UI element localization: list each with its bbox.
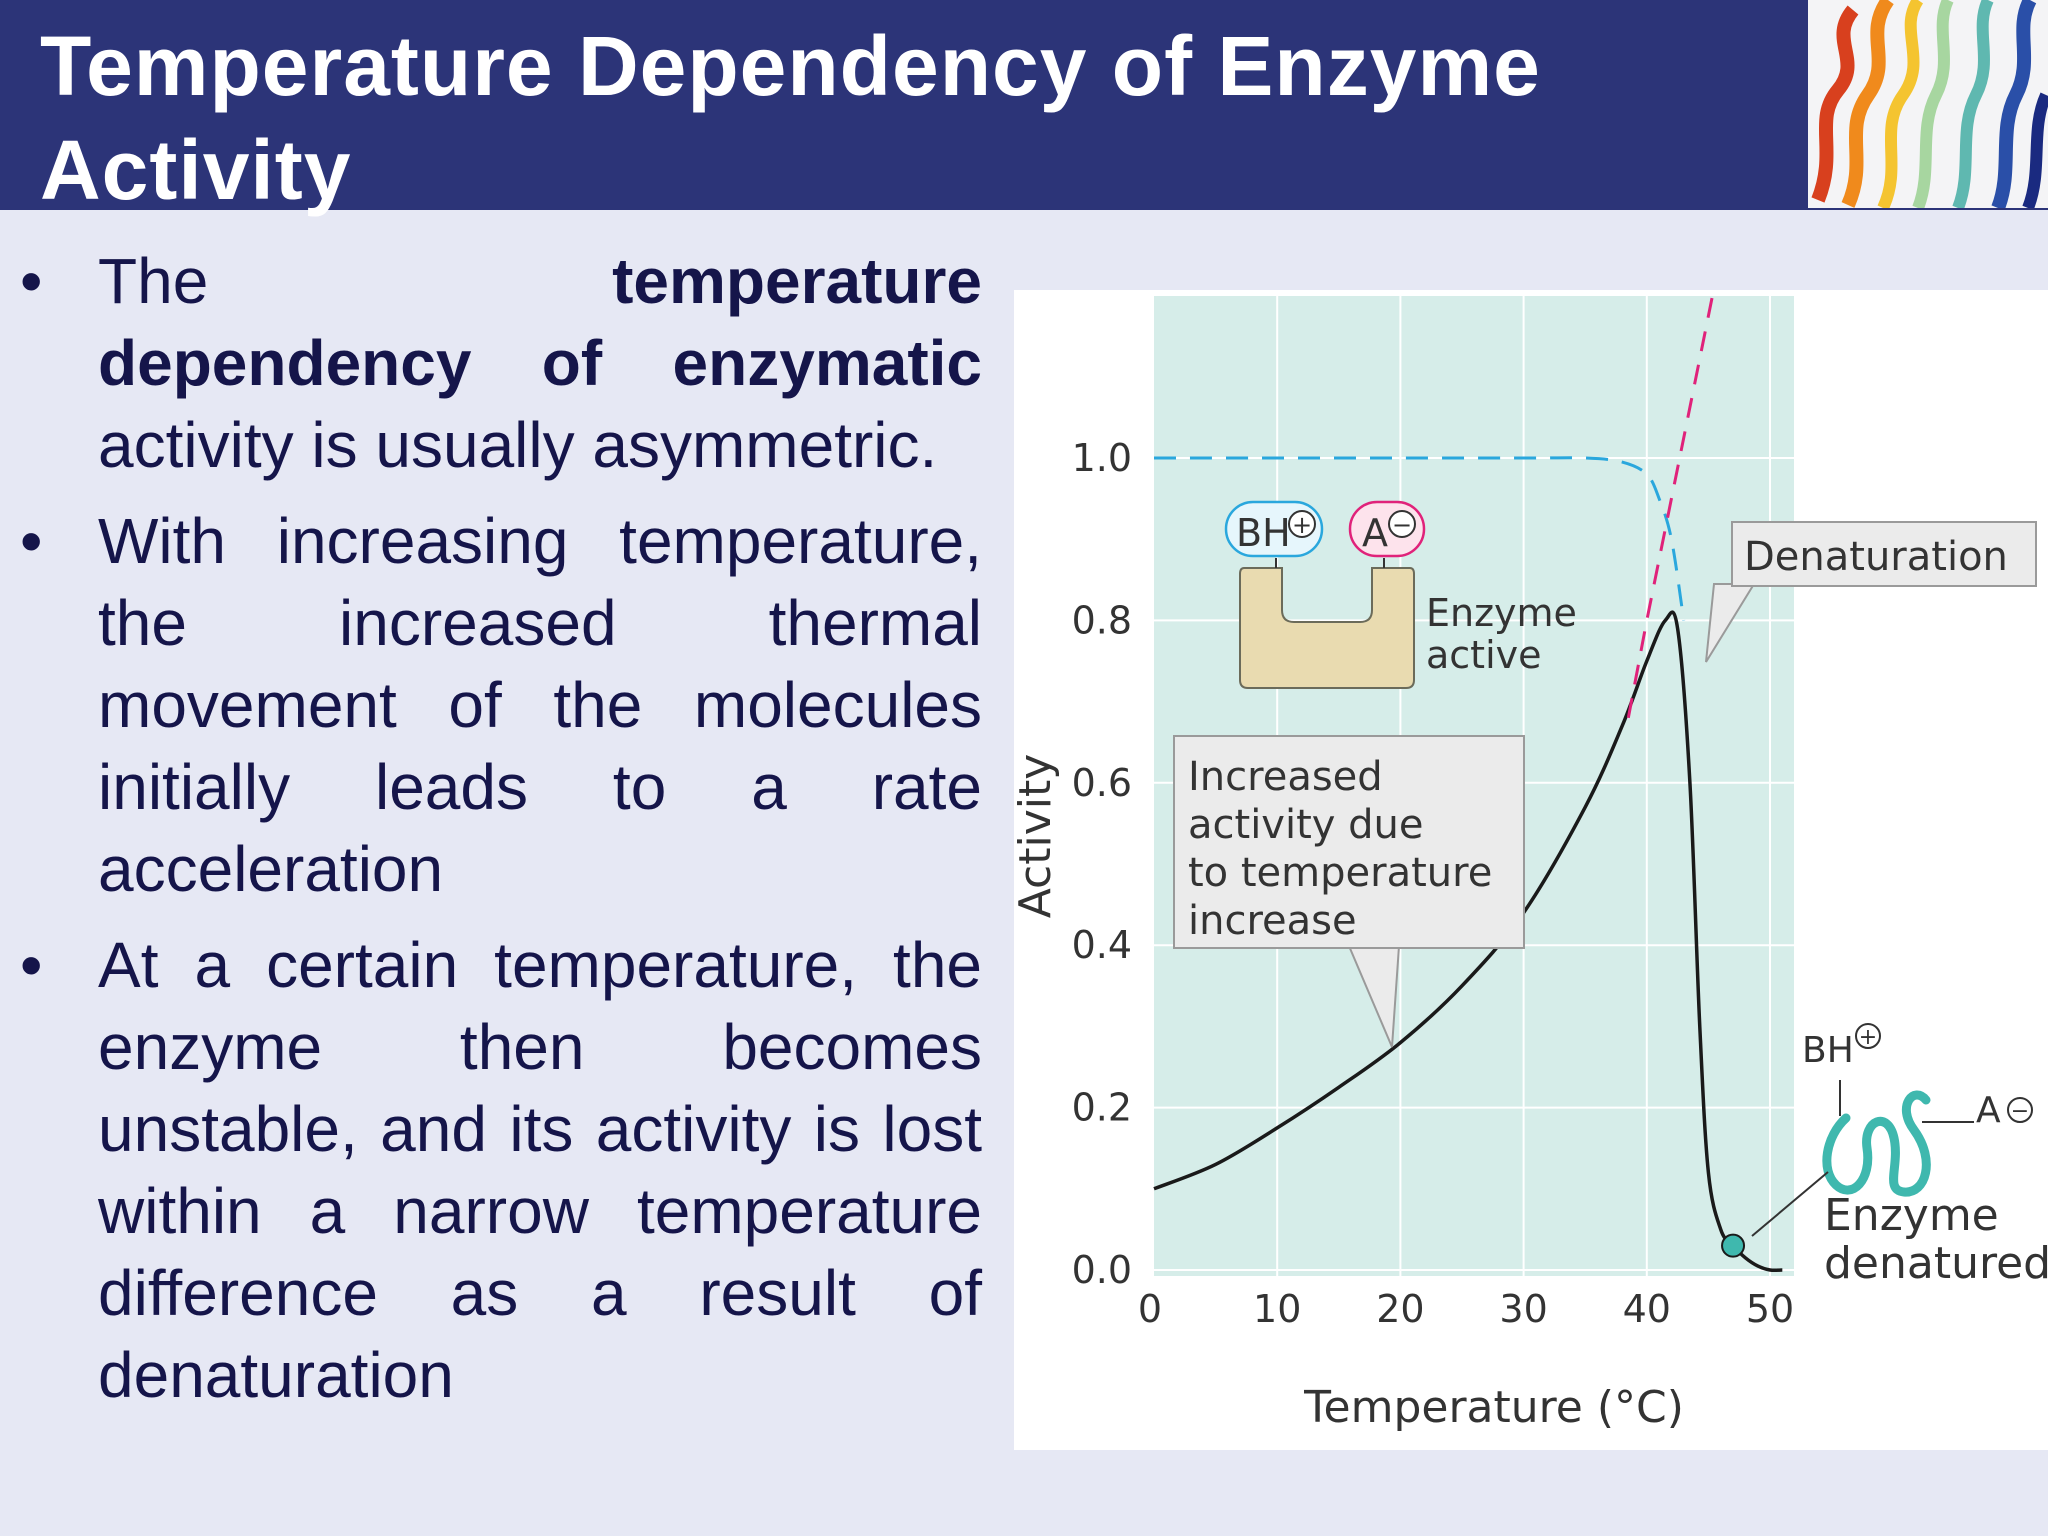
plus-sign-denatured: + bbox=[1859, 1025, 1877, 1050]
x-tick-label: 40 bbox=[1623, 1287, 1671, 1331]
x-tick-label: 20 bbox=[1376, 1287, 1424, 1331]
bullet-list: • The temperature dependency of enzymati… bbox=[20, 240, 982, 1430]
bullet-marker: • bbox=[20, 245, 43, 317]
increased-activity-box bbox=[1173, 735, 1525, 949]
enzyme-active-shape bbox=[1239, 567, 1415, 689]
x-axis-label: Temperature (°C) bbox=[1303, 1382, 1684, 1433]
y-tick-label: 0.4 bbox=[1072, 923, 1132, 967]
active-enzyme-fraction-curve bbox=[1154, 456, 1686, 621]
slide-title: Temperature Dependency of Enzyme Activit… bbox=[40, 19, 1541, 217]
enzyme-active-label-line1: Enzyme bbox=[1426, 591, 1577, 635]
y-tick-label: 0.8 bbox=[1072, 598, 1132, 642]
enzyme-denatured-line2: denatured bbox=[1824, 1238, 2048, 1289]
increased-activity-line1: Increased bbox=[1188, 754, 1383, 800]
denaturation-label: Denaturation bbox=[1744, 534, 2008, 580]
a-label-denatured: A bbox=[1976, 1090, 2001, 1131]
marker-group bbox=[1721, 1233, 1746, 1258]
increased-activity-callout: Increased activity due to temperature in… bbox=[1173, 735, 1525, 1048]
denaturation-box bbox=[1731, 521, 2037, 587]
x-tick-label: 30 bbox=[1499, 1287, 1547, 1331]
activity-chart: 0 10 20 30 40 50 0.0 0.2 0.4 0.6 0.8 1.0 BH + A − … bbox=[1010, 254, 2048, 1433]
x-tick-label: 0 bbox=[1138, 1287, 1162, 1331]
y-tick-label: 0.2 bbox=[1072, 1086, 1132, 1130]
protein-structure-image bbox=[1808, 0, 2048, 208]
bullet-item: • With increasing temperature, the incre… bbox=[20, 500, 982, 910]
bh-label-denatured: BH bbox=[1802, 1030, 1854, 1071]
plus-charge-icon bbox=[1288, 510, 1316, 538]
minus-sign-denatured: − bbox=[2011, 1099, 2029, 1124]
bh-label-active: BH bbox=[1236, 511, 1291, 555]
title-bar: Temperature Dependency of Enzyme Activit… bbox=[0, 0, 2048, 217]
denatured-chain bbox=[1822, 1090, 1931, 1197]
a-label-active: A bbox=[1362, 511, 1388, 555]
x-tick-label: 50 bbox=[1746, 1287, 1794, 1331]
bullet-text: At a certain temperature, the enzyme the… bbox=[98, 929, 982, 1411]
x-tick-label: 10 bbox=[1253, 1287, 1301, 1331]
enzyme-denatured-diagram: BH + A − Enzyme denatured bbox=[1751, 1023, 2048, 1289]
enzyme-activity-figure: 0 10 20 30 40 50 0.0 0.2 0.4 0.6 0.8 1.0 BH + A − … bbox=[1010, 254, 2048, 1450]
bullet-marker: • bbox=[20, 929, 43, 1001]
y-tick-label: 0.6 bbox=[1072, 761, 1132, 805]
bullet-text: activity is usually asymmetric. bbox=[98, 409, 938, 481]
minus-charge-icon-denatured bbox=[2007, 1097, 2033, 1123]
y-tick-label: 0.0 bbox=[1072, 1248, 1132, 1292]
denaturation-callout: Denaturation bbox=[1705, 521, 2037, 663]
y-tick-labels: 0.0 0.2 0.4 0.6 0.8 1.0 bbox=[1072, 436, 1132, 1292]
increased-activity-line4: increase bbox=[1188, 898, 1357, 944]
minus-sign: − bbox=[1392, 511, 1412, 539]
bullet-marker: • bbox=[20, 505, 43, 577]
x-tick-labels: 0 10 20 30 40 50 bbox=[1138, 1287, 1794, 1331]
y-tick-label: 1.0 bbox=[1072, 436, 1132, 480]
bullet-text: The bbox=[98, 245, 613, 317]
bullet-item: • The temperature dependency of enzymati… bbox=[20, 240, 982, 486]
plus-sign: + bbox=[1292, 511, 1312, 539]
y-axis-label: Activity bbox=[1014, 754, 1061, 919]
increased-activity-line3: to temperature bbox=[1188, 850, 1492, 896]
enzyme-active-label-line2: active bbox=[1426, 633, 1542, 677]
bullet-text: With increasing temperature, the increas… bbox=[98, 505, 982, 905]
increased-activity-line2: activity due bbox=[1188, 802, 1424, 848]
rate-acceleration-extrapolation bbox=[1626, 254, 1723, 719]
enzyme-active-diagram: BH + A − Enzyme active bbox=[1224, 500, 1577, 689]
enzyme-denatured-line1: Enzyme bbox=[1824, 1190, 1999, 1241]
bullet-item: • At a certain temperature, the enzyme t… bbox=[20, 924, 982, 1416]
minus-charge-icon bbox=[1388, 510, 1416, 538]
denatured-point-marker bbox=[1721, 1233, 1746, 1258]
denatured-leader-line bbox=[1751, 1171, 1829, 1237]
plus-charge-icon-denatured bbox=[1855, 1023, 1881, 1049]
bullet-emphasis: temperature dependency of enzymatic bbox=[98, 245, 982, 399]
